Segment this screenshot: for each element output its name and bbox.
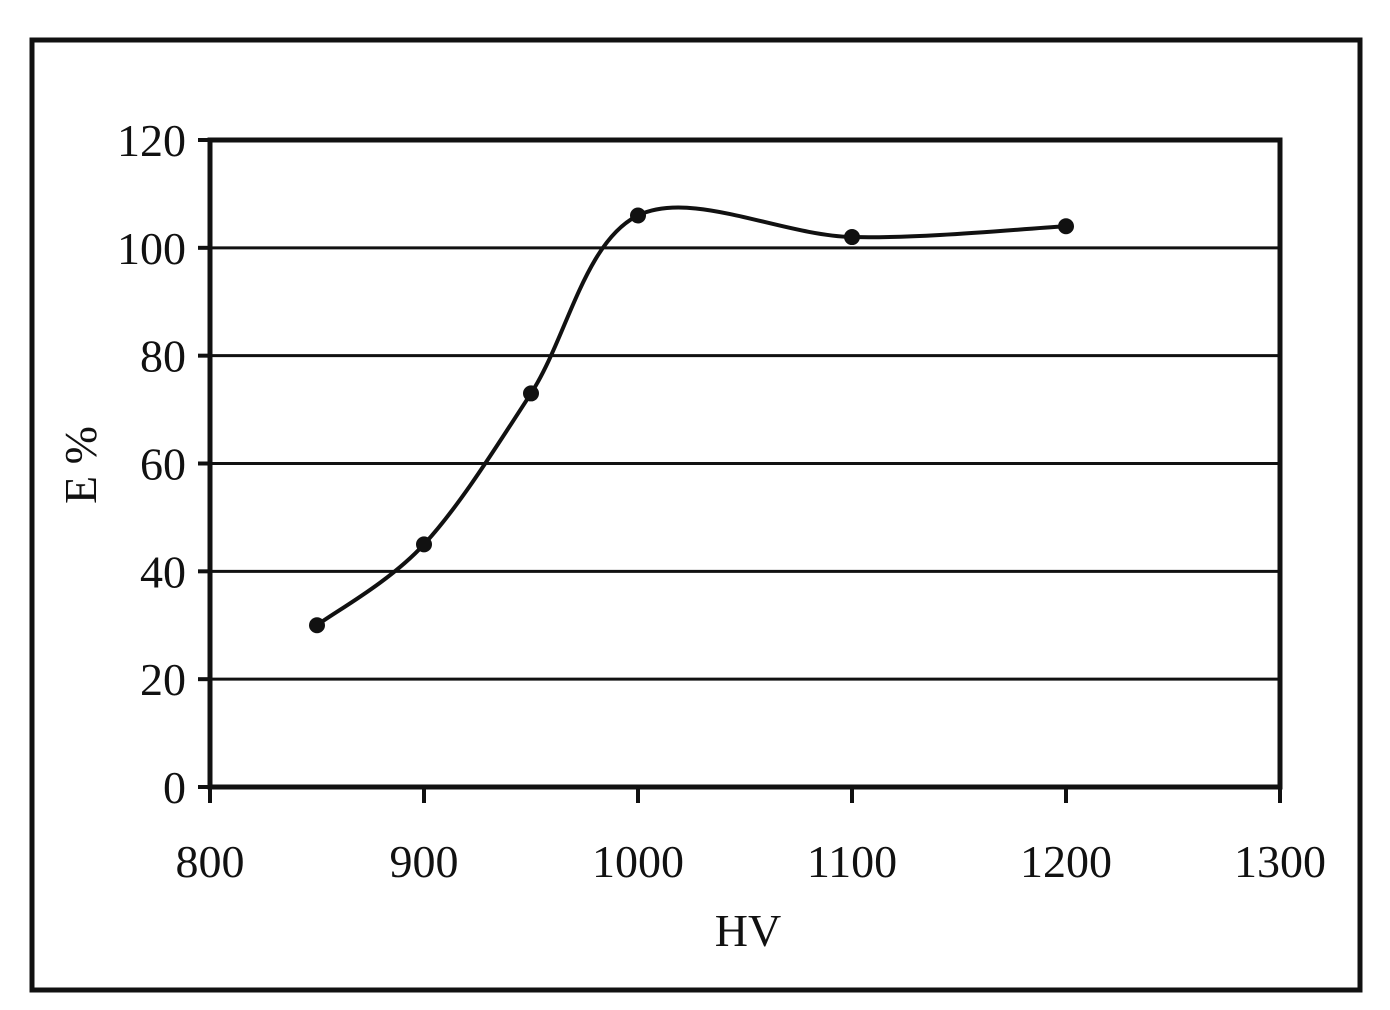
data-point bbox=[844, 229, 860, 246]
y-tick-label: 120 bbox=[117, 115, 186, 166]
y-tick-label: 0 bbox=[163, 762, 186, 813]
x-tick-label: 1000 bbox=[592, 836, 684, 887]
data-point bbox=[416, 536, 432, 553]
x-axis-title: HV bbox=[715, 905, 781, 956]
data-point bbox=[523, 385, 539, 402]
x-tick-label: 1100 bbox=[807, 836, 897, 887]
data-point bbox=[630, 207, 646, 224]
gridlines bbox=[210, 246, 1280, 681]
x-tick-label: 800 bbox=[176, 836, 245, 887]
outer-border bbox=[29, 37, 1363, 993]
y-ticks: 0 20 40 60 80 100 120 bbox=[117, 115, 210, 813]
x-tick-label: 900 bbox=[390, 836, 459, 887]
x-ticks: 800 900 1000 1100 1200 1300 bbox=[176, 787, 1326, 887]
x-tick-label: 1200 bbox=[1020, 836, 1112, 887]
y-tick-label: 80 bbox=[140, 331, 186, 382]
y-tick-label: 100 bbox=[117, 223, 186, 274]
y-tick-label: 40 bbox=[140, 546, 186, 597]
y-tick-label: 60 bbox=[140, 439, 186, 490]
data-point bbox=[309, 617, 325, 634]
y-axis-title: E % bbox=[55, 426, 106, 504]
data-point bbox=[1058, 218, 1074, 235]
y-tick-label: 20 bbox=[140, 654, 186, 705]
series bbox=[309, 205, 1074, 634]
x-tick-label: 1300 bbox=[1234, 836, 1326, 887]
